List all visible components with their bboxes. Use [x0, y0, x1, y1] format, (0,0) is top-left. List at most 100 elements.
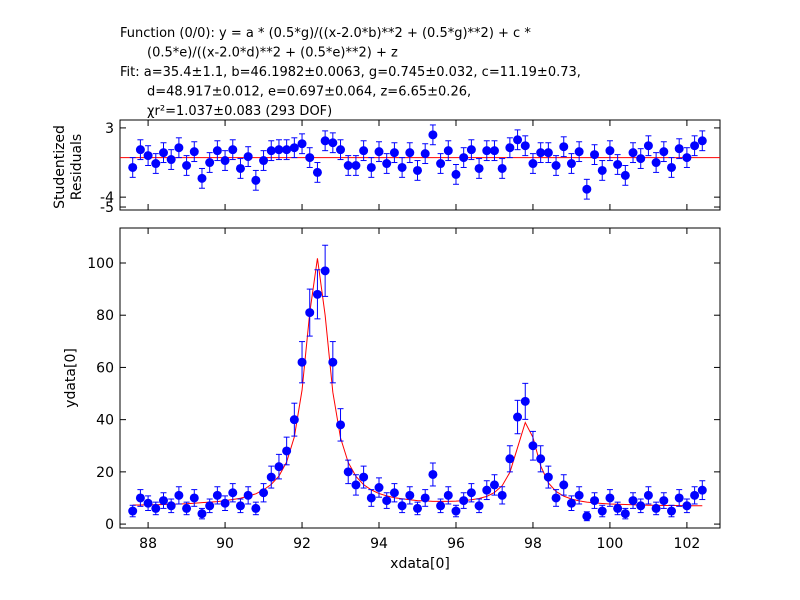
- data-point: [551, 160, 561, 170]
- data-point: [382, 159, 392, 169]
- data-point: [613, 160, 623, 170]
- data-point: [297, 139, 307, 149]
- data-point: [597, 165, 607, 175]
- data-point: [351, 480, 361, 490]
- data-point: [582, 511, 592, 521]
- data-point: [374, 483, 384, 493]
- data-point: [682, 501, 692, 511]
- data-point: [412, 165, 422, 175]
- data-point: [674, 144, 684, 154]
- data-point: [513, 135, 523, 145]
- x-tick-label: 98: [524, 536, 542, 552]
- data-point: [412, 503, 422, 513]
- data-point: [428, 130, 438, 140]
- y-tick-label: -4: [100, 190, 114, 206]
- data-point: [228, 488, 238, 498]
- x-tick-label: 92: [293, 536, 311, 552]
- data-point: [659, 496, 669, 506]
- data-point: [605, 146, 615, 156]
- data-point: [536, 454, 546, 464]
- data-point: [351, 160, 361, 170]
- data-point: [336, 145, 346, 155]
- data-point: [189, 147, 199, 157]
- data-point: [643, 490, 653, 500]
- y-tick-label: 40: [96, 413, 114, 429]
- data-point: [389, 148, 399, 158]
- data-point: [682, 153, 692, 163]
- data-point: [182, 160, 192, 170]
- data-point: [289, 143, 299, 153]
- data-point: [436, 159, 446, 169]
- data-point: [166, 501, 176, 511]
- data-point: [543, 148, 553, 158]
- data-point: [251, 175, 261, 185]
- data-point: [474, 163, 484, 173]
- data-point: [697, 136, 707, 146]
- data-point: [189, 493, 199, 503]
- data-point: [205, 158, 215, 168]
- data-point: [566, 498, 576, 508]
- data-point: [536, 148, 546, 158]
- data-point: [428, 469, 438, 479]
- data-point: [259, 488, 269, 498]
- data-point: [605, 493, 615, 503]
- data-point: [690, 141, 700, 151]
- y-axis-label: ydata[0]: [63, 348, 79, 408]
- data-point: [505, 143, 515, 153]
- data-point: [659, 147, 669, 157]
- data-point: [389, 488, 399, 498]
- data-point: [382, 496, 392, 506]
- data-point: [259, 156, 269, 166]
- data-point: [466, 145, 476, 155]
- y-tick-label: 80: [96, 308, 114, 324]
- data-point: [590, 150, 600, 160]
- data-point: [374, 147, 384, 157]
- data-point: [228, 145, 238, 155]
- data-point: [312, 167, 322, 177]
- x-tick-label: 88: [139, 536, 157, 552]
- data-point: [320, 266, 330, 276]
- data-point: [436, 501, 446, 511]
- data-point: [305, 308, 315, 318]
- data-point: [574, 147, 584, 157]
- data-point: [520, 396, 530, 406]
- data-point: [328, 138, 338, 148]
- data-point: [474, 501, 484, 511]
- data-point: [320, 136, 330, 146]
- data-point: [266, 472, 276, 482]
- data-point: [366, 493, 376, 503]
- data-point: [397, 501, 407, 511]
- data-point: [513, 412, 523, 422]
- x-tick-label: 96: [447, 536, 465, 552]
- data-point: [343, 467, 353, 477]
- data-point: [220, 498, 230, 508]
- data-point: [697, 485, 707, 495]
- data-point: [197, 173, 207, 183]
- data-point: [520, 141, 530, 151]
- data-point: [597, 506, 607, 516]
- data-point: [336, 420, 346, 430]
- data-point: [174, 490, 184, 500]
- y-tick-label: 20: [96, 465, 114, 481]
- x-tick-label: 94: [370, 536, 388, 552]
- data-point: [489, 480, 499, 490]
- data-point: [289, 415, 299, 425]
- data-point: [528, 441, 538, 451]
- data-point: [405, 148, 415, 158]
- data-point: [667, 162, 677, 172]
- data-point: [397, 162, 407, 172]
- data-point: [343, 160, 353, 170]
- data-point: [651, 503, 661, 513]
- data-point: [135, 145, 145, 155]
- data-point: [482, 146, 492, 156]
- data-point: [497, 163, 507, 173]
- data-point: [620, 509, 630, 519]
- data-point: [166, 155, 176, 165]
- data-point: [274, 462, 284, 472]
- data-point: [282, 145, 292, 155]
- data-point: [636, 154, 646, 164]
- data-point: [582, 184, 592, 194]
- data-point: [551, 493, 561, 503]
- data-point: [443, 490, 453, 500]
